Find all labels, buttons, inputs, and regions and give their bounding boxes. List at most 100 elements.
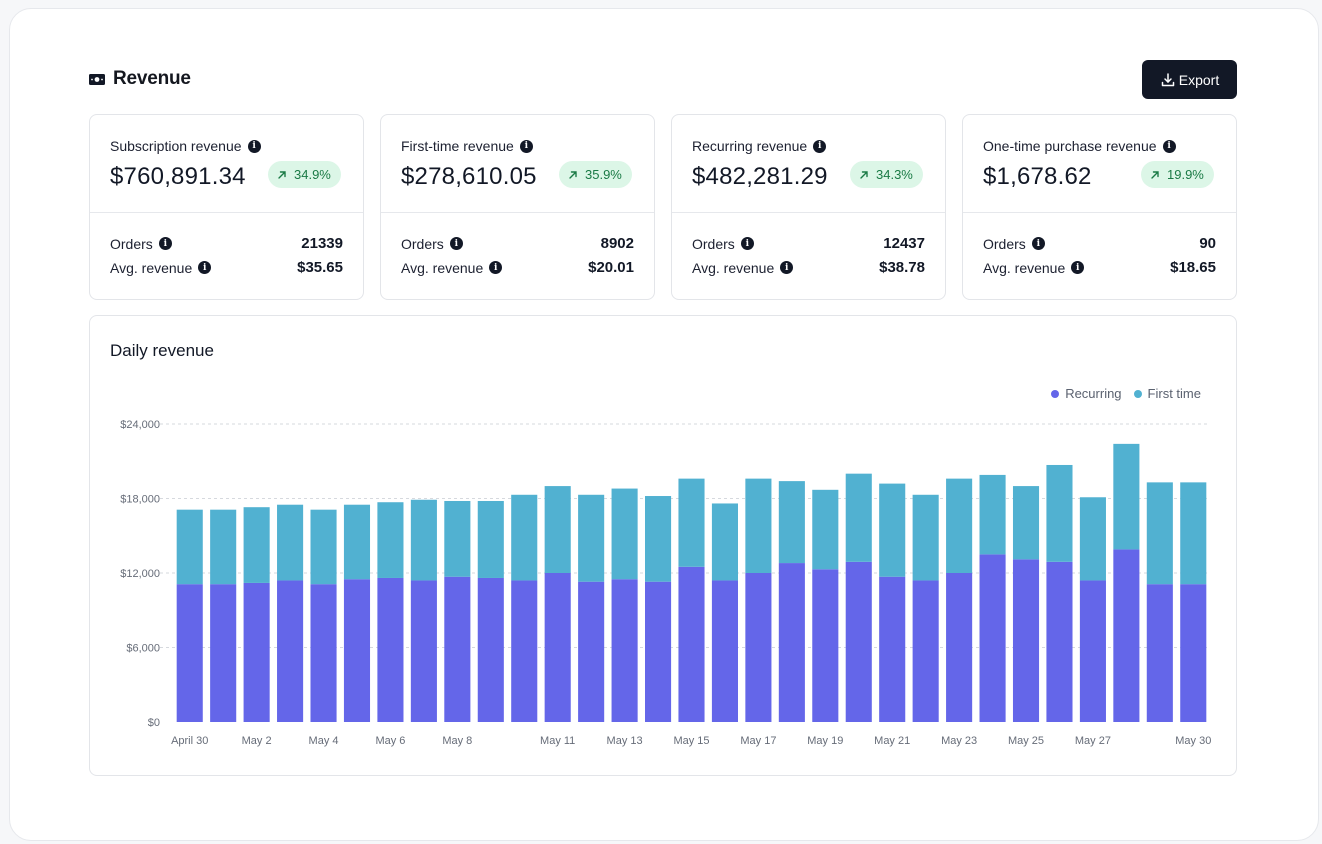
export-button[interactable]: Export	[1142, 60, 1237, 99]
orders-row: Orders i 12437	[692, 235, 925, 252]
legend-dot-first-time	[1133, 389, 1142, 398]
bar-recurring	[1012, 559, 1040, 722]
info-icon[interactable]: i	[780, 261, 794, 274]
card-top: Subscription revenue i $760,891.34 34.9%	[90, 115, 363, 213]
info-icon[interactable]: i	[449, 237, 463, 250]
bar-first-time	[310, 509, 337, 585]
arrow-up-right-icon	[1151, 170, 1159, 179]
bar-recurring	[611, 579, 638, 722]
x-tick-label: April 30	[171, 735, 208, 747]
bar-first-time	[1146, 482, 1173, 585]
x-tick-label: May 2	[242, 735, 272, 747]
bar-first-time	[979, 474, 1006, 555]
bar-first-time	[210, 509, 237, 585]
orders-row: Orders i 21339	[110, 235, 343, 252]
bar-recurring	[343, 579, 371, 722]
bar-first-time	[277, 504, 304, 581]
legend-item-first-time[interactable]: First time	[1133, 386, 1201, 401]
bar-recurring	[377, 577, 404, 722]
change-badge: 35.9%	[559, 161, 632, 188]
change-value: 19.9%	[1167, 167, 1204, 182]
info-icon[interactable]: i	[519, 139, 533, 153]
bar-recurring	[1079, 580, 1106, 722]
bar-first-time	[711, 503, 738, 581]
bar-recurring	[1046, 561, 1073, 722]
x-tick-label: May 8	[442, 735, 472, 747]
avg-revenue-label: Avg. revenue	[692, 259, 775, 276]
orders-value: 8902	[600, 235, 634, 252]
bar-recurring	[645, 581, 672, 722]
x-tick-label: May 13	[607, 735, 643, 747]
metric-cards: Subscription revenue i $760,891.34 34.9%…	[89, 114, 1237, 300]
bar-recurring	[310, 584, 337, 722]
x-tick-label: May 15	[673, 735, 709, 747]
bar-first-time	[778, 481, 805, 564]
x-tick-label: May 27	[1075, 735, 1111, 747]
card-label: Subscription revenue i	[110, 138, 261, 154]
title-wrap: Revenue	[89, 68, 191, 90]
x-tick-label: May 23	[941, 735, 977, 747]
orders-value: 90	[1199, 235, 1216, 252]
bar-recurring	[745, 573, 772, 722]
bar-first-time	[946, 478, 973, 573]
card-first-time-revenue: First-time revenue i $278,610.05 35.9% O…	[380, 114, 655, 300]
change-badge: 34.9%	[268, 161, 341, 188]
card-value: $760,891.34	[110, 163, 246, 190]
bar-recurring	[979, 554, 1006, 722]
x-tick-label: May 4	[309, 735, 339, 747]
bar-recurring	[511, 580, 538, 722]
y-tick-label: $24,000	[120, 419, 160, 431]
card-top: One-time purchase revenue i $1,678.62 19…	[963, 115, 1236, 213]
info-icon[interactable]: i	[1031, 237, 1045, 250]
card-top: Recurring revenue i $482,281.29 34.3%	[672, 115, 945, 213]
info-icon[interactable]: i	[489, 261, 503, 274]
bar-recurring	[444, 576, 471, 722]
y-tick-label: $18,000	[120, 494, 160, 506]
bar-recurring	[1146, 584, 1173, 722]
card-value: $482,281.29	[692, 163, 828, 190]
orders-label: Orders	[110, 235, 153, 252]
info-icon[interactable]: i	[813, 139, 827, 153]
x-tick-label: May 11	[540, 735, 575, 747]
bar-first-time	[243, 507, 270, 583]
avg-revenue-row: Avg. revenue i $18.65	[983, 259, 1216, 276]
card-label-text: Recurring revenue	[692, 138, 808, 154]
card-value: $278,610.05	[401, 163, 537, 190]
bar-recurring	[544, 573, 571, 722]
bar-first-time	[745, 478, 772, 573]
avg-revenue-row: Avg. revenue i $38.78	[692, 259, 925, 276]
bar-recurring	[176, 584, 203, 722]
avg-revenue-value: $38.78	[879, 259, 925, 276]
bar-first-time	[1012, 486, 1040, 560]
info-icon[interactable]: i	[740, 237, 754, 250]
card-label-text: Subscription revenue	[110, 138, 242, 154]
bar-first-time	[444, 500, 471, 577]
x-tick-label: May 30	[1175, 735, 1211, 747]
info-icon[interactable]: i	[158, 237, 172, 250]
avg-revenue-row: Avg. revenue i $20.01	[401, 259, 634, 276]
info-icon[interactable]: i	[247, 139, 261, 153]
x-tick-label: May 21	[874, 735, 910, 747]
y-tick-label: $0	[148, 717, 160, 729]
orders-label: Orders	[692, 235, 735, 252]
arrow-up-right-icon	[569, 170, 577, 179]
orders-row: Orders i 90	[983, 235, 1216, 252]
x-tick-label: May 19	[807, 735, 843, 747]
bar-first-time	[912, 494, 939, 581]
info-icon[interactable]: i	[1071, 261, 1085, 274]
bar-recurring	[410, 580, 437, 722]
daily-revenue-chart: $0 $6,000 $12,000 $18,000 $24,000 April 30 May…	[120, 419, 1211, 747]
bar-recurring	[879, 576, 906, 722]
card-value: $1,678.62	[983, 163, 1092, 190]
info-icon[interactable]: i	[198, 261, 212, 274]
bar-first-time	[1180, 482, 1207, 585]
bar-recurring	[845, 561, 872, 722]
bar-recurring	[578, 581, 605, 722]
orders-label: Orders	[401, 235, 444, 252]
download-icon	[1161, 72, 1175, 86]
x-tick-label: May 25	[1008, 735, 1044, 747]
legend-item-recurring[interactable]: Recurring	[1051, 386, 1122, 401]
avg-revenue-value: $20.01	[588, 259, 634, 276]
info-icon[interactable]: i	[1162, 139, 1176, 153]
page-title: Revenue	[113, 68, 191, 89]
